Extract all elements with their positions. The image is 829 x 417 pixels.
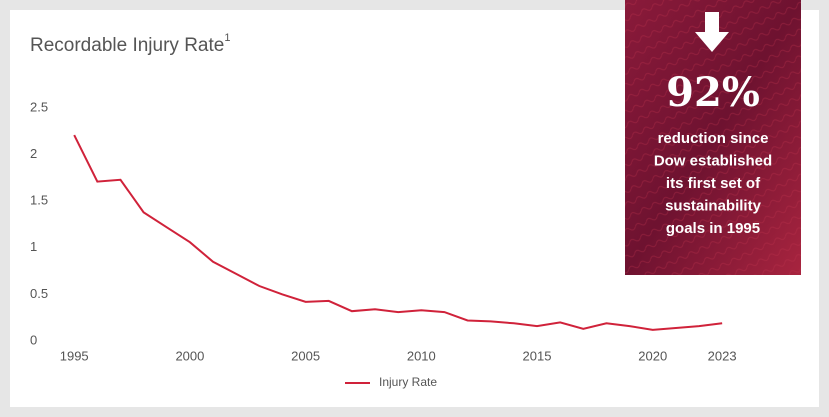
legend-label: Injury Rate bbox=[379, 375, 437, 389]
callout-line: Dow established bbox=[654, 152, 772, 169]
x-tick-label: 1995 bbox=[60, 348, 89, 363]
x-tick-label: 2020 bbox=[638, 348, 667, 363]
title-superscript: 1 bbox=[224, 32, 230, 44]
callout: 92% reduction since Dow established its fi… bbox=[625, 0, 801, 275]
x-tick-label: 2010 bbox=[407, 348, 436, 363]
data-line bbox=[73, 134, 723, 331]
down-arrow bbox=[695, 12, 729, 52]
callout-line: goals in 1995 bbox=[666, 220, 760, 237]
title-text: Recordable Injury Rate bbox=[30, 35, 224, 56]
y-tick-label: 0.5 bbox=[30, 286, 48, 301]
x-tick-label: 2000 bbox=[175, 348, 204, 363]
y-tick-label: 1 bbox=[30, 239, 37, 254]
callout-line: its first set of bbox=[666, 175, 761, 192]
x-tick-label: 2005 bbox=[291, 348, 320, 363]
y-tick-label: 2 bbox=[30, 146, 37, 161]
callout-line: reduction since bbox=[658, 130, 769, 147]
callout-figure: 92% bbox=[666, 69, 760, 116]
x-tick-label: 2023 bbox=[708, 348, 737, 363]
y-tick-label: 2.5 bbox=[30, 99, 48, 114]
callout-line: sustainability bbox=[665, 197, 762, 214]
chart-title: Recordable Injury Rate1 bbox=[30, 32, 230, 56]
y-tick-label: 1.5 bbox=[30, 193, 48, 208]
y-tick-label: 0 bbox=[30, 332, 37, 347]
x-tick-label: 2015 bbox=[523, 348, 552, 363]
